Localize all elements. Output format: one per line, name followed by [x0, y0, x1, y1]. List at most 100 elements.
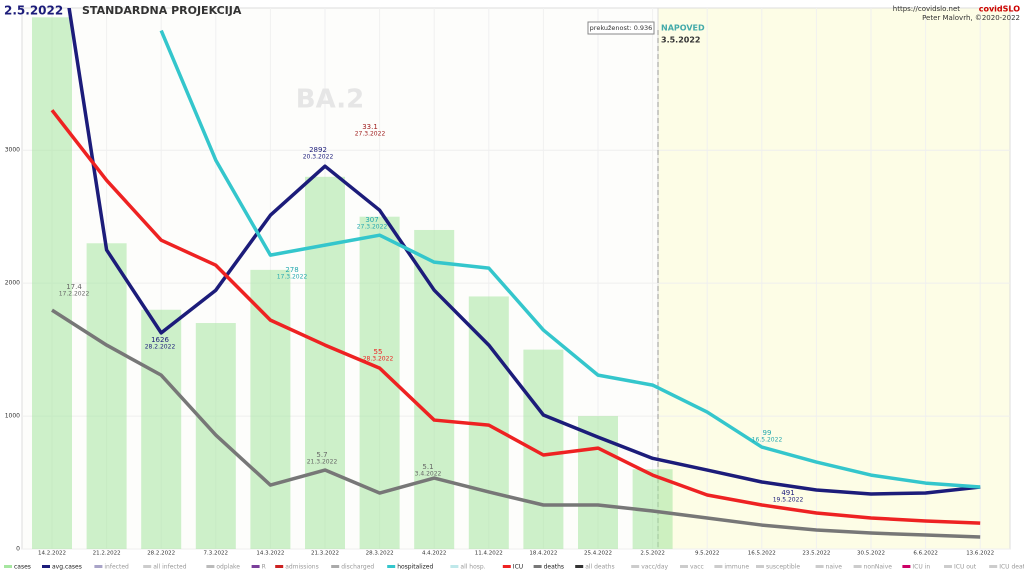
legend-swatch	[502, 565, 511, 568]
y-tick-label: 2000	[5, 280, 20, 287]
legend-swatch	[331, 565, 340, 568]
brand: covidSLO	[979, 5, 1020, 14]
legend-label: ICU	[513, 564, 523, 571]
series-line	[67, 8, 981, 496]
legend-swatch	[944, 565, 952, 568]
annotation-date: 28.3.2022	[363, 356, 394, 363]
x-tick-label: 2.5.2022	[640, 551, 665, 557]
x-tick-label: 13.6.2022	[966, 551, 994, 557]
legend-label: admissions	[285, 564, 319, 571]
legend-label: vacc/day	[641, 564, 668, 571]
legend-swatch	[575, 565, 584, 568]
forecast-date: 3.5.2022	[661, 36, 700, 45]
annotation-value: 2892	[309, 146, 327, 154]
forecast-area	[657, 7, 1011, 550]
y-tick-label: 0	[16, 546, 20, 553]
legend-swatch	[815, 565, 824, 568]
legend-swatch	[94, 565, 103, 568]
legend-label: deaths	[544, 564, 564, 571]
case-bar	[414, 229, 455, 549]
annotation-value: 1626	[151, 336, 169, 344]
annotation-date: 3.4.2022	[415, 471, 442, 478]
legend-swatch	[42, 565, 50, 568]
legend-swatch	[206, 565, 215, 568]
annotation-value: 99	[763, 429, 772, 437]
y-tick-label: 3000	[5, 147, 20, 154]
legend-label: nonNaive	[864, 564, 893, 571]
annotation-value: 33.1	[362, 123, 378, 131]
x-tick-label: 14.2.2022	[38, 551, 66, 557]
legend-label: discharged	[341, 564, 374, 571]
annotation-date: 19.5.2022	[773, 497, 804, 504]
series-line	[159, 29, 981, 489]
annotation-value: 55	[374, 348, 383, 356]
legend-label: odplake	[216, 564, 240, 571]
legend-label: naive	[826, 564, 843, 571]
series-line	[50, 109, 981, 525]
legend-label: ICU in	[912, 564, 930, 571]
x-tick-label: 11.4.2022	[475, 551, 503, 557]
legend-swatch	[387, 565, 396, 568]
case-bar	[305, 176, 345, 549]
author: Peter Malovrh, ©2020-2022	[922, 14, 1020, 22]
legend-label: ICU deaths	[999, 564, 1024, 571]
x-tick-label: 18.4.2022	[529, 551, 557, 557]
legend-swatch	[4, 565, 12, 568]
annotation-date: 20.3.2022	[303, 154, 334, 161]
annotation-date: 21.3.2022	[307, 459, 338, 466]
x-tick-label: 21.3.2022	[311, 551, 339, 557]
x-tick-label: 7.3.2022	[204, 551, 229, 557]
forecast-label: NAPOVED	[661, 24, 705, 33]
url: https://covidslo.net	[893, 5, 960, 13]
legend-label: ICU out	[954, 564, 977, 571]
x-tick-label: 4.4.2022	[422, 551, 447, 557]
annotation-value: 307	[365, 216, 378, 224]
legend-swatch	[714, 565, 723, 568]
x-tick-label: 9.5.2022	[695, 551, 720, 557]
case-bar	[86, 243, 127, 549]
immunity-box	[587, 21, 655, 35]
x-tick-label: 16.5.2022	[748, 551, 776, 557]
date-title: 2.5.2022	[4, 4, 63, 18]
legend-label: susceptible	[766, 564, 800, 571]
case-bar	[32, 17, 72, 549]
legend-swatch	[902, 565, 911, 568]
legend-swatch	[533, 565, 542, 568]
legend-label: infected	[104, 564, 129, 571]
case-bar	[141, 309, 182, 549]
annotation-date: 17.2.2022	[59, 291, 90, 298]
x-tick-label: 14.3.2022	[256, 551, 284, 557]
y-tick-label: 1000	[5, 413, 20, 420]
legend-swatch	[631, 565, 640, 568]
annotation-value: 17.4	[66, 283, 82, 291]
x-tick-label: 21.2.2022	[93, 551, 121, 557]
annotation-value: 5.7	[316, 451, 327, 459]
x-tick-label: 28.2.2022	[147, 551, 175, 557]
annotation-value: 5.1	[422, 463, 433, 471]
legend-label: hospitalized	[397, 564, 433, 571]
legend-label: avg.cases	[52, 564, 82, 571]
annotation-date: 27.3.2022	[355, 131, 386, 138]
legend-swatch	[275, 565, 284, 568]
annotation-date: 17.3.2022	[277, 274, 308, 281]
legend-swatch	[680, 565, 688, 568]
legend-swatch	[756, 565, 764, 568]
legend-label: all infected	[153, 564, 187, 571]
legend-label: all deaths	[585, 564, 614, 571]
legend-label: immune	[724, 564, 749, 571]
legend-label: cases	[14, 564, 31, 571]
legend-swatch	[853, 565, 862, 568]
chart-title: STANDARDNA PROJEKCIJA	[82, 4, 242, 17]
legend-swatch	[251, 565, 260, 568]
annotation-date: 28.2.2022	[145, 344, 176, 351]
immunity-label: prekuženost: 0.936	[590, 24, 653, 32]
x-tick-label: 25.4.2022	[584, 551, 612, 557]
annotation-value: 491	[781, 489, 794, 497]
case-bar	[250, 269, 291, 549]
x-tick-label: 23.5.2022	[802, 551, 830, 557]
annotation-value: 278	[285, 266, 298, 274]
legend-swatch	[989, 565, 998, 568]
x-tick-label: 30.5.2022	[857, 551, 885, 557]
legend-label: R	[262, 564, 266, 571]
